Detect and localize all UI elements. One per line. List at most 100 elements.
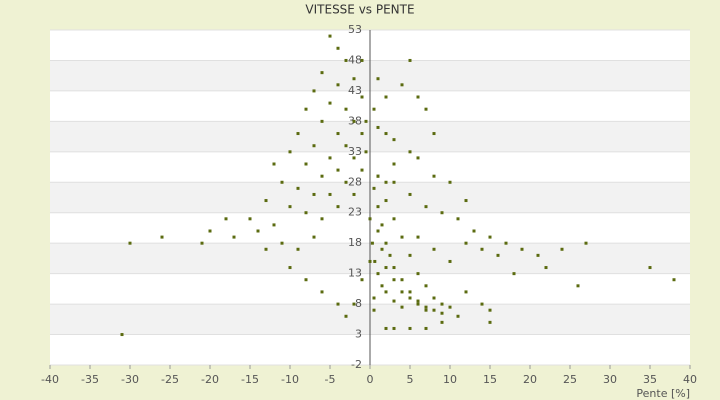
chart-title: VITESSE vs PENTE — [305, 3, 414, 17]
point — [448, 305, 452, 309]
point — [392, 162, 396, 166]
point — [264, 199, 268, 203]
point — [432, 132, 436, 136]
point — [384, 132, 388, 136]
point — [224, 217, 228, 221]
point — [200, 241, 204, 245]
x-tick-label: -25 — [161, 373, 179, 386]
point — [472, 229, 476, 233]
x-tick-label: -40 — [41, 373, 59, 386]
point — [344, 180, 348, 184]
point — [432, 174, 436, 178]
point — [424, 326, 428, 330]
point — [364, 150, 368, 154]
y-tick-label: -2 — [351, 358, 362, 371]
point — [328, 34, 332, 38]
point — [352, 302, 356, 306]
y-tick-label: 8 — [355, 297, 362, 310]
point — [424, 305, 428, 309]
point — [392, 278, 396, 282]
y-tick-label: 33 — [348, 145, 362, 158]
point — [344, 314, 348, 318]
point — [364, 119, 368, 123]
point — [400, 278, 404, 282]
point — [488, 308, 492, 312]
point — [424, 107, 428, 111]
point — [272, 223, 276, 227]
point — [384, 326, 388, 330]
point — [432, 296, 436, 300]
x-tick-label: -20 — [201, 373, 219, 386]
point — [536, 253, 540, 257]
x-tick-label: -15 — [241, 373, 259, 386]
point — [416, 156, 420, 160]
point — [372, 107, 376, 111]
y-tick-label: 13 — [348, 267, 362, 280]
point — [440, 211, 444, 215]
y-tick-label: 53 — [348, 23, 362, 36]
point — [120, 333, 124, 337]
x-tick-label: 20 — [523, 373, 537, 386]
x-axis-label: Pente [%] — [636, 387, 690, 400]
point — [344, 58, 348, 62]
point — [312, 89, 316, 93]
x-tick-label: 10 — [443, 373, 457, 386]
point — [312, 235, 316, 239]
point — [272, 162, 276, 166]
point — [288, 266, 292, 270]
point — [488, 235, 492, 239]
point — [392, 326, 396, 330]
point — [320, 174, 324, 178]
point — [432, 247, 436, 251]
point — [464, 241, 468, 245]
point — [208, 229, 212, 233]
point — [376, 205, 380, 209]
point — [288, 205, 292, 209]
point — [320, 217, 324, 221]
point — [408, 296, 412, 300]
point — [448, 180, 452, 184]
point — [672, 278, 676, 282]
point — [512, 272, 516, 276]
point — [296, 247, 300, 251]
point — [352, 77, 356, 81]
point — [336, 168, 340, 172]
y-tick-label: 43 — [348, 84, 362, 97]
point — [424, 284, 428, 288]
x-tick-label: 0 — [367, 373, 374, 386]
point — [352, 156, 356, 160]
point — [360, 132, 364, 136]
point — [416, 235, 420, 239]
point — [336, 205, 340, 209]
point — [320, 290, 324, 294]
point — [373, 259, 377, 263]
point — [344, 107, 348, 111]
x-tick-label: -35 — [81, 373, 99, 386]
point — [480, 247, 484, 251]
point — [336, 302, 340, 306]
point — [372, 186, 376, 190]
point — [304, 278, 308, 282]
point — [408, 290, 412, 294]
x-tick-label: -5 — [325, 373, 336, 386]
point — [392, 217, 396, 221]
point — [504, 241, 508, 245]
point — [584, 241, 588, 245]
point — [328, 192, 332, 196]
point — [344, 144, 348, 148]
point — [408, 253, 412, 257]
point — [384, 199, 388, 203]
x-tick-label: 30 — [603, 373, 617, 386]
point — [464, 199, 468, 203]
y-tick-label: 3 — [355, 328, 362, 341]
point — [440, 320, 444, 324]
point — [296, 186, 300, 190]
point — [312, 144, 316, 148]
point — [560, 247, 564, 251]
point — [384, 95, 388, 99]
point — [392, 266, 396, 270]
point — [384, 266, 388, 270]
point — [380, 284, 384, 288]
point — [384, 290, 388, 294]
point — [232, 235, 236, 239]
